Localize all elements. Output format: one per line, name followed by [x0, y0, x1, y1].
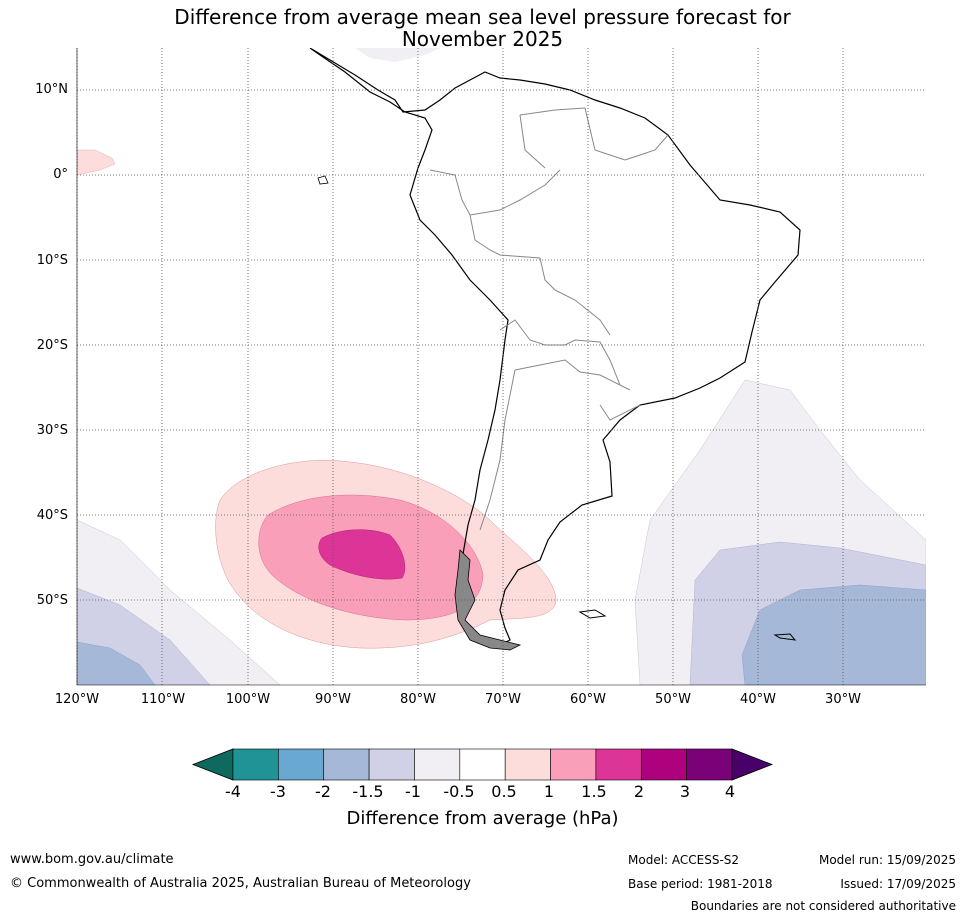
colorbar-segment — [323, 748, 370, 781]
colorbar-segment — [504, 748, 551, 781]
anomaly-north-patch — [355, 48, 440, 62]
anomaly-atlantic-medium — [741, 584, 926, 685]
footer-copyright: © Commonwealth of Australia 2025, Austra… — [10, 876, 471, 891]
colorbar-segment — [368, 748, 415, 781]
lon-label-40w: 40°W — [740, 692, 776, 707]
footer-disclaimer: Boundaries are not considered authoritat… — [690, 899, 956, 913]
footer-model: Model: ACCESS-S2 — [628, 853, 740, 867]
footer-issued: Issued: 17/09/2025 — [840, 877, 956, 891]
lat-label-50s: 50°S — [36, 593, 68, 608]
colorbar-segment — [640, 748, 687, 781]
lon-label-110w: 110°W — [140, 692, 186, 707]
falkland-islands — [578, 609, 607, 619]
lon-label-120w: 120°W — [54, 692, 100, 707]
lat-label-30s: 30°S — [36, 423, 68, 438]
colorbar-segment — [550, 748, 597, 781]
title-line-2: November 2025 — [401, 27, 564, 51]
colorbar-tick-1: -3 — [270, 782, 286, 801]
colorbar-segment — [414, 748, 461, 781]
colorbar-tick-7: 1 — [543, 782, 555, 801]
galapagos-islands — [317, 175, 329, 185]
colorbar-tick-2: -2 — [315, 782, 331, 801]
colorbar-segment — [686, 748, 733, 781]
title-line-1: Difference from average mean sea level p… — [174, 5, 791, 29]
lon-label-30w: 30°W — [825, 692, 861, 707]
lon-label-70w: 70°W — [485, 692, 521, 707]
colorbar-tick-3: -1.5 — [352, 782, 384, 801]
colorbar-tick-5: -0.5 — [443, 782, 475, 801]
colorbar-tick-0: -4 — [225, 782, 241, 801]
lon-label-60w: 60°W — [570, 692, 606, 707]
colorbar — [191, 748, 774, 781]
footer-model-run: Model run: 15/09/2025 — [818, 853, 956, 867]
colorbar-tick-9: 2 — [633, 782, 645, 801]
south-georgia — [773, 633, 797, 641]
colorbar-tick-8: 1.5 — [581, 782, 607, 801]
colorbar-segment — [595, 748, 642, 781]
lon-label-80w: 80°W — [400, 692, 436, 707]
south-america-coastline — [309, 48, 801, 646]
anomaly-pacific-sw-medium — [77, 641, 156, 685]
footer-website: www.bom.gov.au/climate — [10, 852, 174, 867]
colorbar-arrow-high — [731, 748, 774, 781]
lat-label-10s: 10°S — [36, 253, 68, 268]
lon-label-50w: 50°W — [655, 692, 691, 707]
anomaly-equatorial-patch — [77, 149, 116, 176]
lat-label-40s: 40°S — [36, 508, 68, 523]
lon-label-100w: 100°W — [225, 692, 271, 707]
colorbar-tick-10: 3 — [679, 782, 691, 801]
lat-label-20s: 20°S — [36, 338, 68, 353]
anomaly-pacific-high-core — [318, 529, 406, 580]
colorbar-tick-6: 0.5 — [491, 782, 517, 801]
colorbar-label: Difference from average (hPa) — [346, 808, 619, 829]
colorbar-tick-4: -1 — [405, 782, 421, 801]
lon-label-90w: 90°W — [315, 692, 351, 707]
colorbar-segment — [232, 748, 279, 781]
lat-label-0: 0° — [53, 167, 68, 182]
footer-base-period: Base period: 1981-2018 — [628, 877, 773, 891]
colorbar-segment — [278, 748, 325, 781]
colorbar-arrow-low — [191, 748, 234, 781]
colorbar-segment — [459, 748, 506, 781]
lat-label-10n: 10°N — [35, 82, 68, 97]
colorbar-tick-11: 4 — [724, 782, 736, 801]
map-area — [77, 48, 926, 685]
